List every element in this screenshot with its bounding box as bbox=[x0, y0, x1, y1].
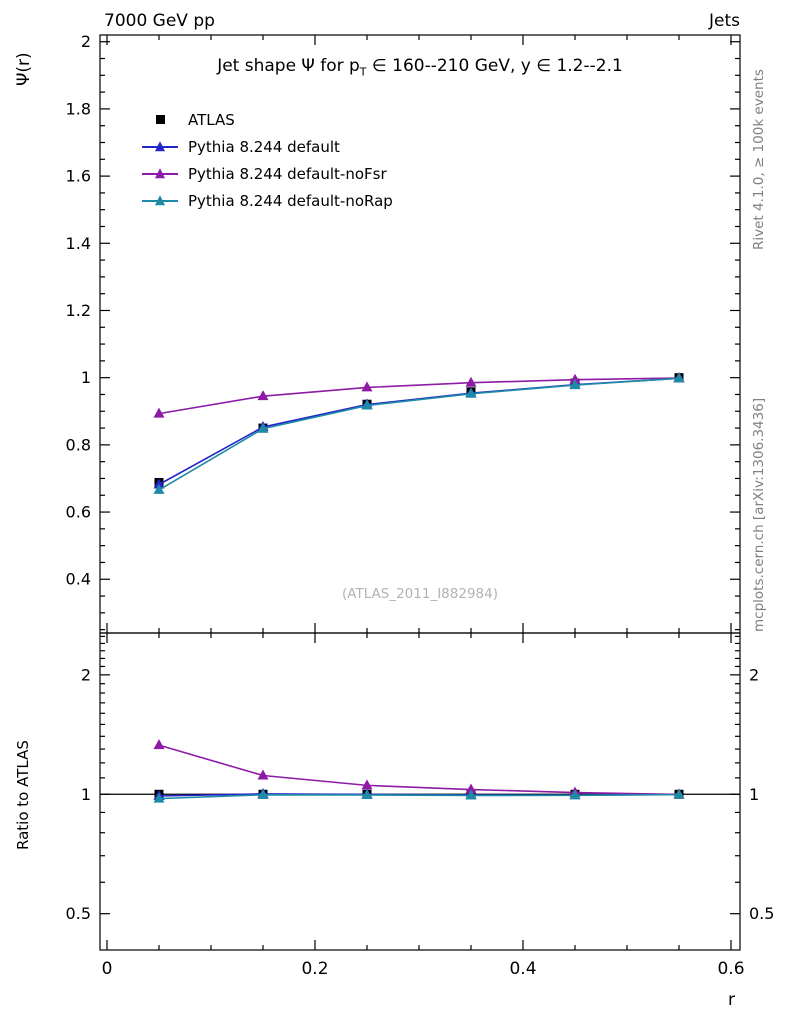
svg-text:1.8: 1.8 bbox=[66, 99, 91, 118]
legend-label-pythia-default-norap: Pythia 8.244 default-noRap bbox=[188, 191, 393, 210]
series-pythia-default-norap bbox=[153, 372, 685, 494]
svg-text:0.2: 0.2 bbox=[301, 959, 328, 979]
svg-text:0.6: 0.6 bbox=[717, 959, 744, 979]
svg-text:0: 0 bbox=[102, 959, 113, 979]
series-pythia-default-nofsr bbox=[153, 372, 685, 418]
y-axis-label-main: Ψ(r) bbox=[14, 52, 34, 86]
svg-text:1: 1 bbox=[81, 368, 91, 387]
svg-text:0.4: 0.4 bbox=[509, 959, 536, 979]
svg-text:2: 2 bbox=[81, 32, 91, 51]
svg-text:1.4: 1.4 bbox=[66, 234, 91, 253]
square-marker-icon bbox=[138, 115, 182, 124]
series-atlas bbox=[154, 373, 684, 487]
tick-labels: 0 0.2 0.4 0.6 0.4 0.6 0.8 1 1.2 1.4 1.6 1.8 2 0.5 0.5 1… bbox=[66, 32, 775, 979]
legend-item-atlas: ATLAS bbox=[138, 106, 393, 133]
plot-title-suffix: ∈ 160--210 GeV, y ∈ 1.2--2.1 bbox=[366, 56, 623, 76]
plot-title: Jet shape Ψ for pT ∈ 160--210 GeV, y ∈ 1… bbox=[100, 56, 740, 78]
data-series bbox=[153, 372, 685, 803]
triangle-line-marker-icon bbox=[138, 140, 182, 151]
plot-title-subscript: T bbox=[359, 65, 367, 79]
y-axis-label-ratio: Ratio to ATLAS bbox=[14, 740, 32, 850]
svg-text:0.6: 0.6 bbox=[66, 503, 91, 522]
triangle-line-marker-icon bbox=[138, 194, 182, 205]
axis-ticks bbox=[100, 35, 740, 950]
ratio-panel-frame bbox=[99, 632, 741, 951]
svg-text:1: 1 bbox=[81, 785, 91, 804]
series-pythia-default-norap-ratio bbox=[153, 788, 685, 803]
svg-text:0.4: 0.4 bbox=[66, 570, 91, 589]
svg-text:1: 1 bbox=[749, 785, 759, 804]
beam-energy-label: 7000 GeV pp bbox=[104, 11, 215, 31]
svg-text:2: 2 bbox=[749, 665, 759, 684]
series-pythia-default bbox=[153, 372, 685, 489]
panel-frames bbox=[99, 34, 741, 951]
triangle-line-marker-icon bbox=[138, 167, 182, 178]
x-axis-label: r bbox=[728, 990, 735, 1010]
rivet-version-note: Rivet 4.1.0, ≥ 100k events bbox=[751, 69, 767, 250]
plot-title-text: Jet shape Ψ for p bbox=[217, 56, 360, 76]
legend: ATLAS Pythia 8.244 default Pythia 8.244 … bbox=[138, 106, 393, 214]
legend-item-pythia-default: Pythia 8.244 default bbox=[138, 133, 393, 160]
series-pythia-default-nofsr-ratio bbox=[153, 739, 685, 799]
legend-label-pythia-default-nofsr: Pythia 8.244 default-noFsr bbox=[188, 164, 387, 183]
legend-item-pythia-default-norap: Pythia 8.244 default-noRap bbox=[138, 187, 393, 214]
legend-item-pythia-default-nofsr: Pythia 8.244 default-noFsr bbox=[138, 160, 393, 187]
svg-text:2: 2 bbox=[81, 665, 91, 684]
svg-text:0.5: 0.5 bbox=[66, 904, 91, 923]
mcplots-reference-note: mcplots.cern.ch [arXiv:1306.3436] bbox=[751, 397, 767, 632]
legend-label-atlas: ATLAS bbox=[188, 110, 235, 129]
legend-label-pythia-default: Pythia 8.244 default bbox=[188, 137, 340, 156]
svg-text:1.6: 1.6 bbox=[66, 167, 91, 186]
process-label: Jets bbox=[709, 11, 740, 31]
svg-text:0.5: 0.5 bbox=[749, 904, 774, 923]
analysis-id-watermark: (ATLAS_2011_I882984) bbox=[342, 586, 498, 602]
svg-text:0.8: 0.8 bbox=[66, 435, 91, 454]
svg-text:1.2: 1.2 bbox=[66, 301, 91, 320]
